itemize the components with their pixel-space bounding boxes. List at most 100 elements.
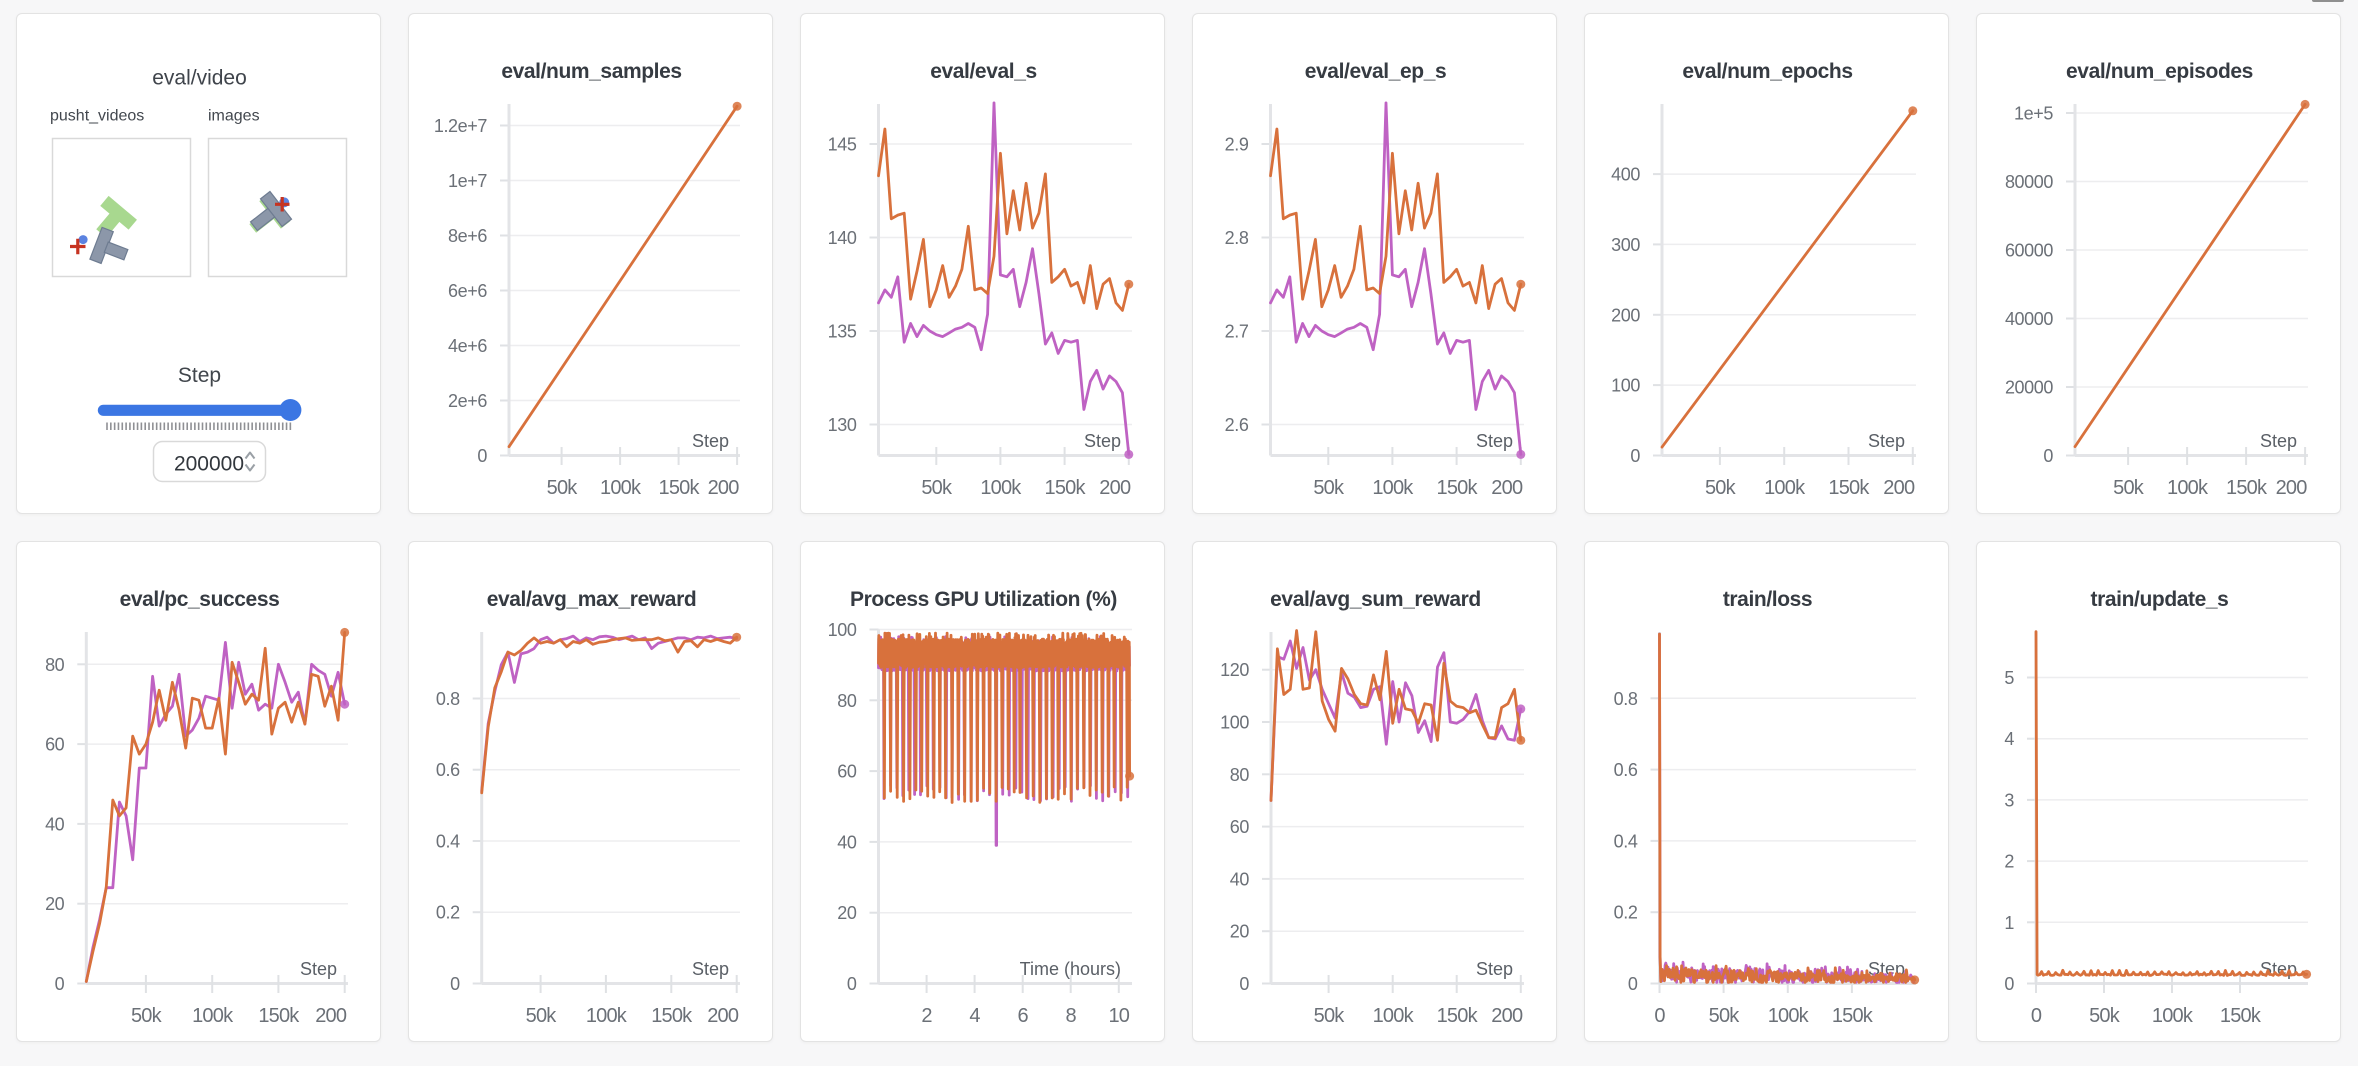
svg-text:train/update_s: train/update_s — [2091, 588, 2229, 611]
svg-text:200: 200 — [1099, 477, 1131, 499]
svg-text:200: 200 — [315, 1005, 347, 1027]
svg-text:200000: 200000 — [174, 453, 244, 476]
svg-text:60: 60 — [1230, 817, 1250, 837]
svg-text:Step: Step — [1476, 959, 1513, 979]
svg-text:60000: 60000 — [2005, 241, 2053, 261]
svg-text:150k: 150k — [1437, 477, 1479, 499]
svg-text:4: 4 — [2004, 729, 2014, 749]
svg-text:40: 40 — [837, 832, 857, 852]
svg-text:100: 100 — [1611, 376, 1640, 396]
svg-text:100: 100 — [828, 620, 857, 640]
svg-text:1e+7: 1e+7 — [448, 171, 487, 191]
svg-text:Process GPU Utilization (%): Process GPU Utilization (%) — [850, 588, 1117, 611]
svg-text:10: 10 — [1108, 1005, 1129, 1027]
svg-text:Step: Step — [692, 431, 729, 451]
svg-text:40000: 40000 — [2005, 309, 2053, 329]
svg-text:145: 145 — [828, 135, 857, 155]
svg-text:100: 100 — [1220, 713, 1249, 733]
svg-text:40: 40 — [1230, 869, 1250, 889]
svg-text:eval/video: eval/video — [152, 67, 247, 90]
svg-text:0: 0 — [450, 974, 460, 994]
svg-text:100k: 100k — [1764, 477, 1806, 499]
svg-text:200: 200 — [2276, 477, 2308, 499]
svg-text:150k: 150k — [2220, 1005, 2262, 1027]
svg-text:2e+6: 2e+6 — [448, 391, 487, 411]
svg-text:eval/num_epochs: eval/num_epochs — [1682, 60, 1852, 83]
svg-text:eval/avg_max_reward: eval/avg_max_reward — [487, 588, 697, 611]
svg-text:0: 0 — [1628, 974, 1638, 994]
svg-text:50k: 50k — [547, 477, 579, 499]
svg-text:300: 300 — [1611, 235, 1640, 255]
svg-text:100k: 100k — [980, 477, 1022, 499]
svg-text:100k: 100k — [586, 1005, 628, 1027]
svg-text:200: 200 — [708, 477, 740, 499]
svg-text:2: 2 — [921, 1005, 932, 1027]
svg-text:150k: 150k — [258, 1005, 300, 1027]
svg-text:0: 0 — [55, 974, 65, 994]
svg-text:Step: Step — [300, 959, 337, 979]
svg-text:0: 0 — [2043, 446, 2053, 466]
svg-text:4: 4 — [969, 1005, 980, 1027]
svg-text:40: 40 — [45, 814, 65, 834]
svg-text:100k: 100k — [2152, 1005, 2194, 1027]
svg-text:200: 200 — [707, 1005, 739, 1027]
svg-text:6: 6 — [1018, 1005, 1029, 1027]
svg-text:1: 1 — [2004, 913, 2014, 933]
svg-text:eval/eval_s: eval/eval_s — [930, 60, 1037, 83]
svg-text:50k: 50k — [1705, 477, 1737, 499]
svg-text:20: 20 — [45, 894, 65, 914]
svg-text:80: 80 — [1230, 765, 1250, 785]
svg-text:150k: 150k — [1832, 1005, 1874, 1027]
svg-text:200: 200 — [1491, 477, 1523, 499]
svg-text:0.6: 0.6 — [1614, 760, 1638, 780]
svg-text:100k: 100k — [600, 477, 642, 499]
svg-text:50k: 50k — [921, 477, 953, 499]
svg-text:0: 0 — [1239, 974, 1249, 994]
svg-text:eval/num_samples: eval/num_samples — [501, 60, 681, 83]
svg-text:1e+5: 1e+5 — [2014, 104, 2053, 124]
svg-text:200: 200 — [1611, 305, 1640, 325]
svg-text:pusht_videos: pusht_videos — [50, 108, 144, 125]
svg-text:2: 2 — [2004, 852, 2014, 872]
svg-text:20000: 20000 — [2005, 378, 2053, 398]
svg-text:Step: Step — [1084, 431, 1121, 451]
svg-text:eval/eval_ep_s: eval/eval_ep_s — [1305, 60, 1447, 83]
svg-text:130: 130 — [828, 415, 857, 435]
svg-text:100k: 100k — [1373, 1005, 1415, 1027]
svg-text:0.6: 0.6 — [436, 760, 460, 780]
svg-text:150k: 150k — [651, 1005, 693, 1027]
svg-text:50k: 50k — [131, 1005, 163, 1027]
svg-text:50k: 50k — [526, 1005, 558, 1027]
svg-text:5: 5 — [2004, 668, 2014, 688]
svg-text:140: 140 — [828, 228, 857, 248]
svg-text:20: 20 — [837, 903, 857, 923]
svg-text:eval/pc_success: eval/pc_success — [120, 588, 280, 611]
svg-text:100k: 100k — [192, 1005, 234, 1027]
svg-text:Step: Step — [2260, 431, 2297, 451]
svg-text:0: 0 — [2004, 974, 2014, 994]
svg-text:2.7: 2.7 — [1225, 322, 1249, 342]
svg-text:0: 0 — [2031, 1005, 2042, 1027]
svg-text:50k: 50k — [2089, 1005, 2121, 1027]
svg-text:eval/num_episodes: eval/num_episodes — [2066, 60, 2253, 83]
svg-text:0: 0 — [1630, 446, 1640, 466]
svg-text:135: 135 — [828, 322, 857, 342]
svg-text:2.8: 2.8 — [1225, 228, 1249, 248]
svg-text:8: 8 — [1066, 1005, 1077, 1027]
svg-text:20: 20 — [1230, 922, 1250, 942]
svg-text:0.4: 0.4 — [436, 832, 460, 852]
svg-text:50k: 50k — [1709, 1005, 1741, 1027]
svg-text:150k: 150k — [1045, 477, 1087, 499]
svg-text:0.2: 0.2 — [436, 903, 460, 923]
svg-text:0: 0 — [847, 974, 857, 994]
svg-text:150k: 150k — [1437, 1005, 1479, 1027]
svg-text:50k: 50k — [1314, 1005, 1346, 1027]
svg-text:Step: Step — [1476, 431, 1513, 451]
svg-text:0.8: 0.8 — [436, 689, 460, 709]
svg-text:100k: 100k — [1372, 477, 1414, 499]
svg-text:0: 0 — [477, 446, 487, 466]
svg-text:0.2: 0.2 — [1614, 903, 1638, 923]
svg-text:Step: Step — [178, 364, 221, 387]
svg-text:150k: 150k — [659, 477, 701, 499]
svg-text:400: 400 — [1611, 165, 1640, 185]
